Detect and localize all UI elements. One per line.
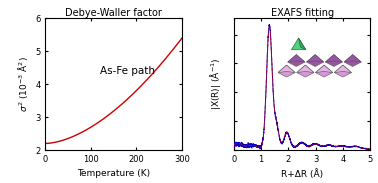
Title: Debye-Waller factor: Debye-Waller factor — [65, 8, 162, 18]
Y-axis label: |X(R)| (Å$^{-1}$): |X(R)| (Å$^{-1}$) — [208, 58, 223, 110]
X-axis label: Temperature (K): Temperature (K) — [77, 169, 150, 178]
Y-axis label: $\sigma^2$ (10$^{-3}$ Å$^2$): $\sigma^2$ (10$^{-3}$ Å$^2$) — [15, 56, 29, 112]
X-axis label: R+ΔR (Å): R+ΔR (Å) — [281, 169, 323, 179]
Text: As-Fe path: As-Fe path — [100, 66, 155, 76]
Title: EXAFS fitting: EXAFS fitting — [271, 8, 334, 18]
